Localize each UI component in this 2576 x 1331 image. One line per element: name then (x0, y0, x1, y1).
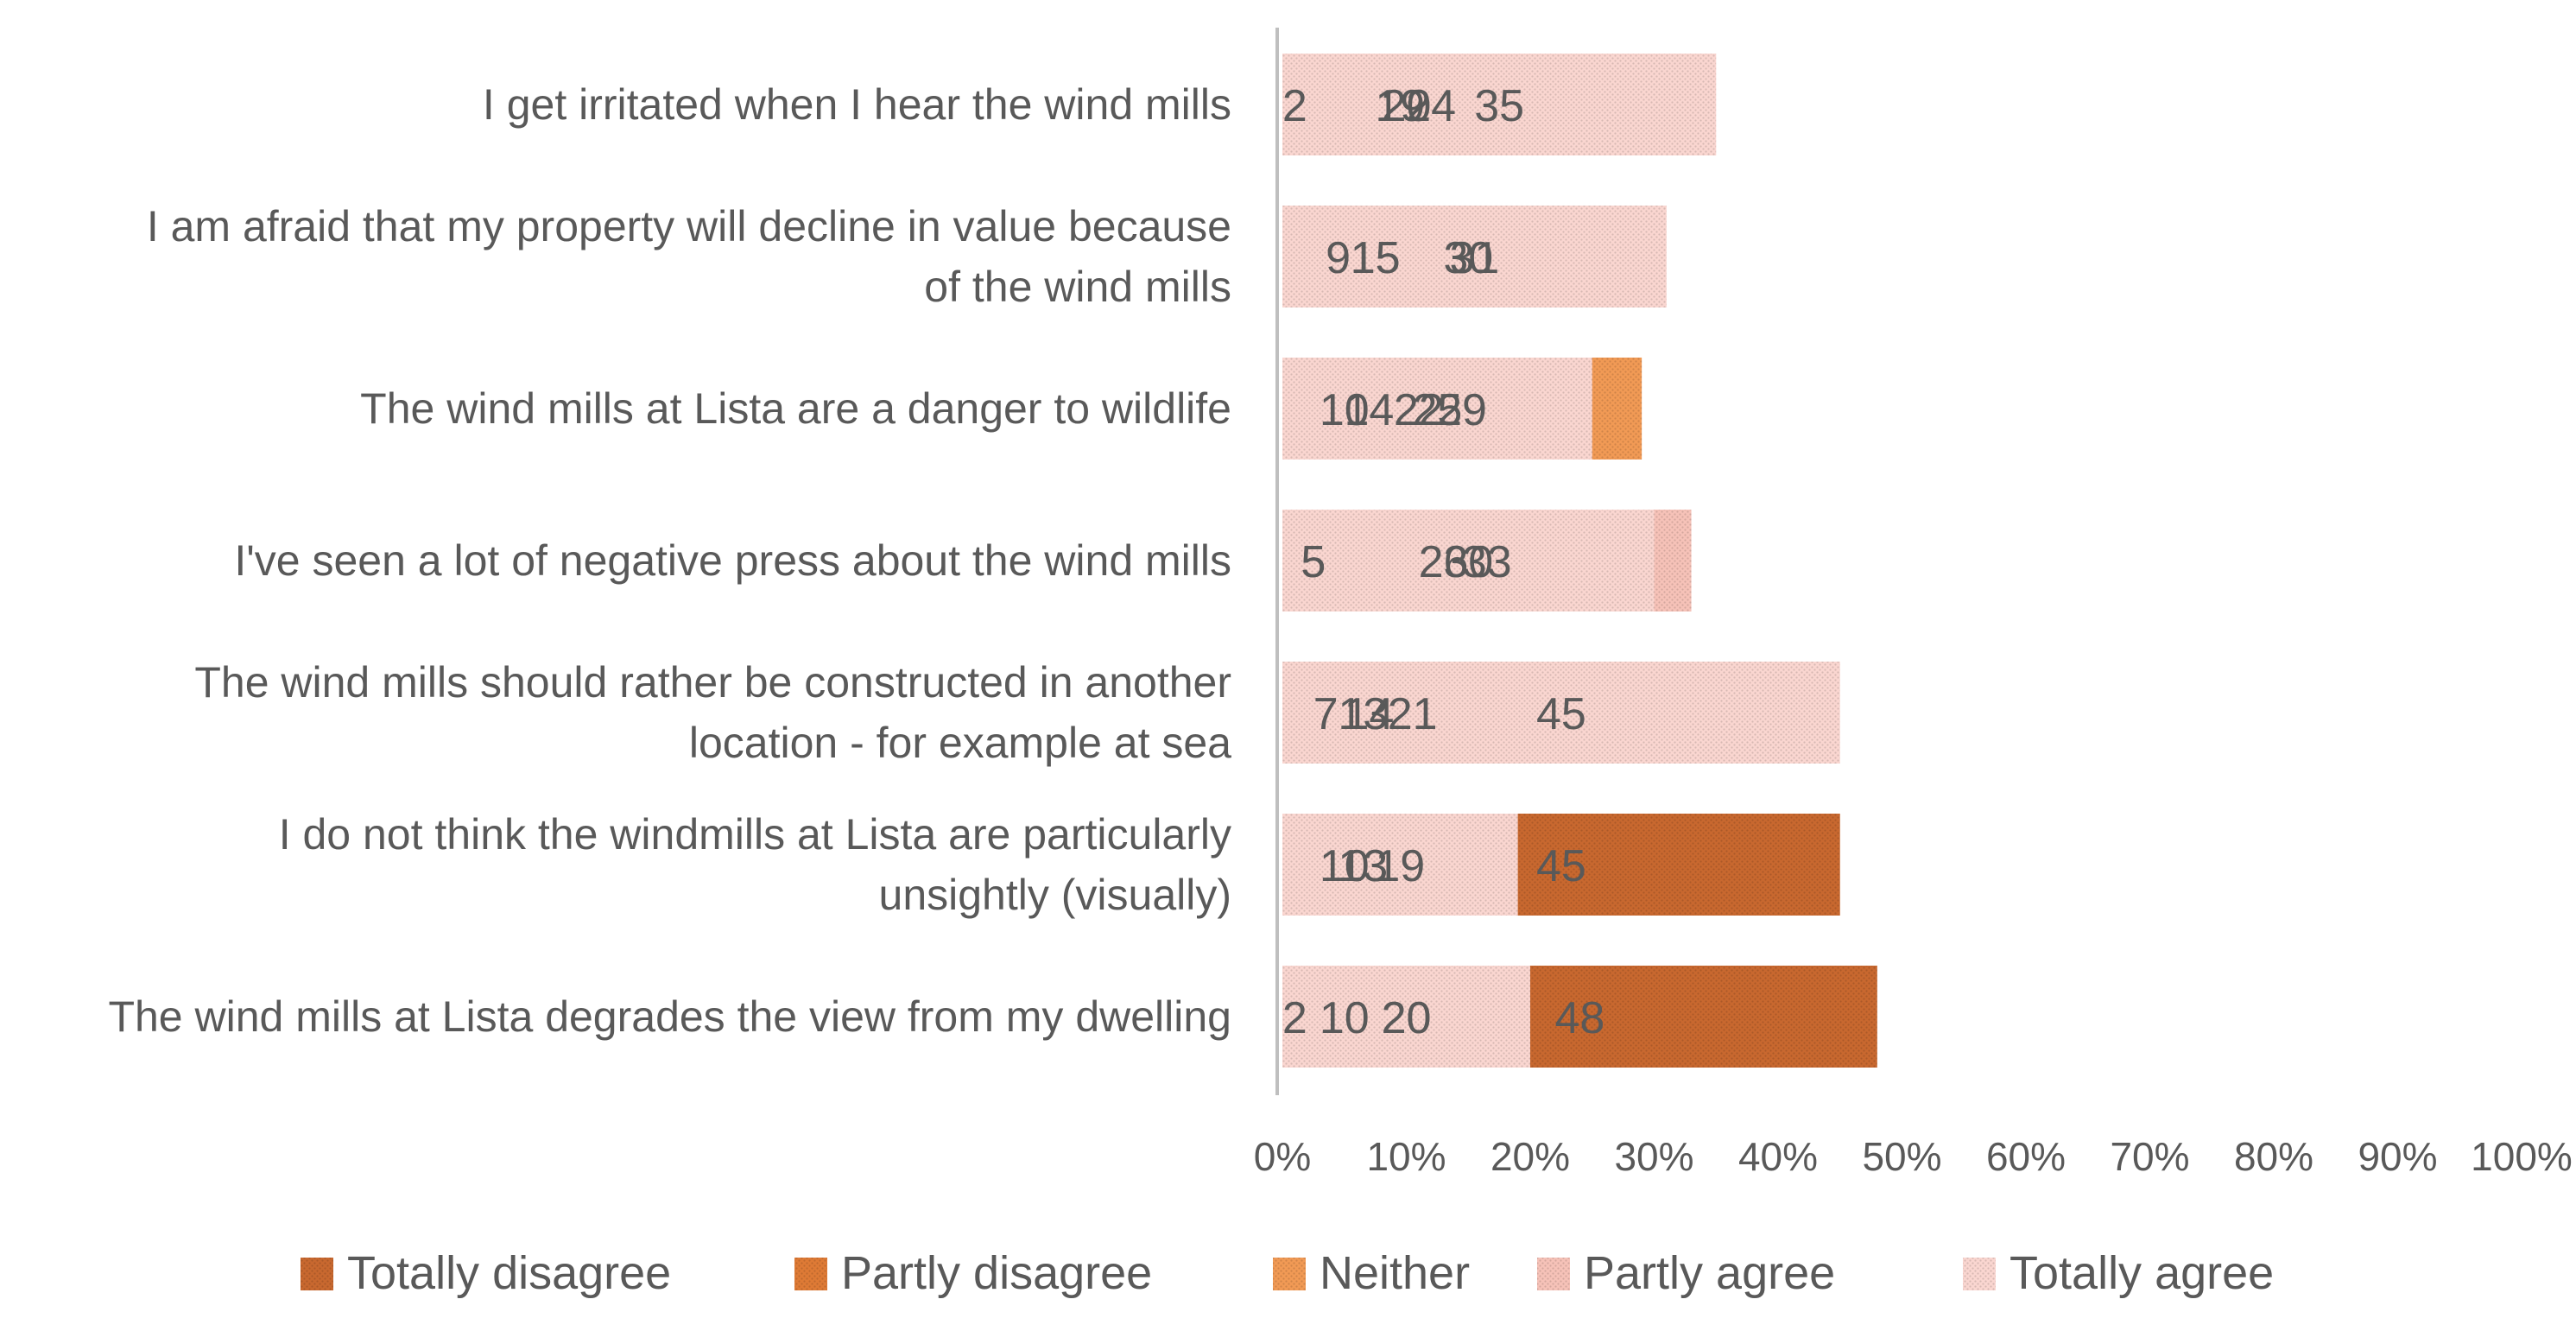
value-label-partly-disagree-row-1: 2 (1282, 81, 1307, 131)
legend-swatch-partly-disagree (794, 1258, 827, 1290)
value-label-partly-disagree-row-4: 5 (1301, 537, 1326, 587)
x-tick-label: 10% (1366, 1134, 1446, 1179)
legend-label-partly-agree: Partly agree (1584, 1247, 1835, 1299)
value-label-partly-agree-row-6: 13 (1338, 841, 1388, 891)
value-label-neither-row-7: 20 (1382, 993, 1432, 1043)
value-label-partly-disagree-row-3: 10 (1320, 385, 1370, 435)
bar-totally-agree-row-1 (1282, 54, 1717, 155)
x-tick-label: 60% (1986, 1134, 2066, 1179)
bar-totally-agree-row-3 (1282, 358, 1592, 460)
x-tick-label: 40% (1738, 1134, 1818, 1179)
value-label-neither-row-3: 29 (1437, 385, 1487, 435)
x-tick-label: 90% (2358, 1134, 2437, 1179)
category-label-3: The wind mills at Lista are a danger to … (360, 384, 1231, 433)
value-label-totally-agree-row-6: 19 (1375, 841, 1425, 891)
value-label-totally-disagree-row-3: 14 (1345, 385, 1395, 435)
bar-totally-agree-row-6 (1282, 814, 1518, 916)
value-label-totally-disagree-row-4: 5 (1301, 537, 1326, 587)
category-label-5: The wind mills should rather be construc… (194, 658, 1231, 767)
value-label-totally-disagree-row-5: 13 (1338, 689, 1388, 739)
category-label-6: I do not think the windmills at Lista ar… (279, 810, 1231, 919)
legend-label-partly-disagree: Partly disagree (841, 1247, 1152, 1299)
value-label-totally-agree-row-3: 25 (1412, 385, 1462, 435)
value-label-totally-agree-row-2: 31 (1450, 233, 1500, 283)
legend-swatch-totally-disagree (301, 1258, 333, 1290)
legend-swatch-partly-agree (1537, 1258, 1570, 1290)
bar-totally-agree-row-7 (1282, 966, 1530, 1068)
category-label-2: I am afraid that my property will declin… (147, 202, 1231, 311)
legend-swatch-totally-agree (1963, 1258, 1996, 1290)
category-label-7: The wind mills at Lista degrades the vie… (108, 992, 1231, 1041)
value-label-totally-disagree-row-6: 45 (1536, 841, 1586, 891)
value-label-totally-disagree-row-1: 24 (1406, 81, 1456, 131)
category-label-1: I get irritated when I hear the wind mil… (483, 80, 1231, 129)
value-label-partly-disagree-row-7: 2 (1282, 993, 1307, 1043)
legend-label-totally-agree: Totally agree (2010, 1247, 2274, 1299)
value-label-partly-disagree-row-6: 13 (1338, 841, 1388, 891)
legend-swatch-neither (1273, 1258, 1306, 1290)
value-label-totally-agree-row-4: 30 (1443, 537, 1493, 587)
value-label-partly-agree-row-1: 19 (1375, 81, 1425, 131)
x-tick-label: 70% (2110, 1134, 2189, 1179)
value-label-neither-row-1: 20 (1382, 81, 1432, 131)
value-label-totally-agree-row-7: 20 (1382, 993, 1432, 1043)
bar-totally-agree-row-5 (1282, 662, 1840, 764)
x-tick-label: 30% (1614, 1134, 1693, 1179)
legend-label-totally-disagree: Totally disagree (347, 1247, 671, 1299)
category-label-4: I've seen a lot of negative press about … (234, 536, 1231, 585)
x-tick-label: 100% (2471, 1134, 2573, 1179)
x-tick-label: 20% (1491, 1134, 1570, 1179)
value-label-totally-agree-row-1: 35 (1474, 81, 1524, 131)
value-label-partly-agree-row-2: 15 (1351, 233, 1401, 283)
x-tick-label: 80% (2234, 1134, 2313, 1179)
value-label-totally-disagree-row-7: 48 (1554, 993, 1604, 1043)
value-label-partly-agree-row-7: 10 (1320, 993, 1370, 1043)
value-label-partly-disagree-row-2: 9 (1326, 233, 1351, 283)
value-label-neither-row-4: 26 (1419, 537, 1469, 587)
x-tick-label: 50% (1862, 1134, 1941, 1179)
value-label-partly-agree-row-3: 22 (1394, 385, 1444, 435)
value-label-totally-disagree-row-2: 30 (1443, 233, 1493, 283)
bar-totally-agree-row-4 (1282, 510, 1655, 612)
value-label-partly-disagree-row-5: 7 (1313, 689, 1339, 739)
value-label-partly-agree-row-5: 21 (1388, 689, 1438, 739)
x-tick-label: 0% (1254, 1134, 1311, 1179)
value-label-totally-agree-row-5: 45 (1536, 689, 1586, 739)
value-label-neither-row-2: 15 (1351, 233, 1401, 283)
value-label-partly-agree-row-4: 33 (1462, 537, 1512, 587)
legend-label-neither: Neither (1320, 1247, 1470, 1299)
bar-totally-agree-row-2 (1282, 206, 1667, 307)
value-label-neither-row-6: 10 (1320, 841, 1370, 891)
value-label-neither-row-5: 14 (1345, 689, 1395, 739)
